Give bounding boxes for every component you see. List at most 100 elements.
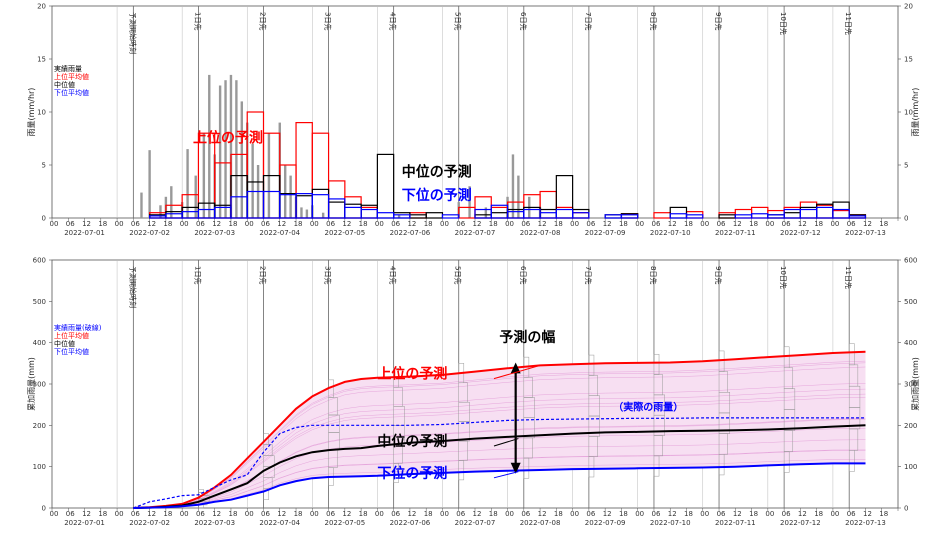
annotation-label: 上位の予測	[377, 366, 447, 383]
x-date-label: 2022-07-09	[585, 519, 626, 527]
x-hour-label: 00	[830, 510, 839, 518]
x-date-label: 2022-07-02	[129, 229, 170, 237]
x-hour-label: 00	[245, 220, 254, 228]
observed-rain-bar	[186, 149, 189, 218]
y-tick-label-right: 0	[904, 505, 908, 513]
series-line-実際の雨量	[133, 417, 866, 509]
x-hour-label: 06	[391, 510, 400, 518]
annotation-label: （実際の雨量）	[613, 400, 683, 413]
x-hour-label: 00	[375, 220, 384, 228]
x-hour-label: 00	[375, 510, 384, 518]
x-date-label: 2022-07-05	[325, 519, 366, 527]
y-tick-label-right: 0	[904, 215, 908, 223]
x-hour-label: 06	[326, 510, 335, 518]
annotation-label: 上位の予測	[193, 130, 263, 147]
ensemble-member-line	[133, 383, 866, 509]
x-hour-label: 18	[163, 220, 172, 228]
legend-entry: 上位平均値	[54, 331, 89, 340]
y-tick-label-right: 15	[904, 56, 913, 64]
x-hour-label: 06	[847, 510, 856, 518]
x-hour-label: 00	[765, 510, 774, 518]
observed-rain-bar	[289, 175, 292, 218]
x-hour-label: 18	[684, 220, 693, 228]
y-tick-label-left: 100	[33, 463, 46, 471]
x-hour-label: 12	[147, 220, 156, 228]
x-hour-label: 00	[570, 220, 579, 228]
annotation-label: 予測の幅	[499, 329, 555, 346]
x-hour-label: 12	[342, 510, 351, 518]
x-hour-label: 00	[700, 220, 709, 228]
x-hour-label: 06	[196, 220, 205, 228]
y-tick-label-right: 400	[904, 339, 917, 347]
x-hour-label: 18	[424, 220, 433, 228]
x-hour-label: 06	[652, 220, 661, 228]
x-hour-label: 06	[782, 220, 791, 228]
day-marker-label: 11日先	[844, 266, 853, 289]
observed-rain-bar	[202, 133, 206, 218]
x-hour-label: 18	[98, 220, 107, 228]
ensemble-member-line	[133, 396, 866, 509]
ensemble-member-line	[133, 366, 866, 509]
observed-rain-bar	[235, 80, 238, 218]
y-tick-label-right: 10	[904, 109, 913, 117]
x-hour-label: 18	[98, 510, 107, 518]
x-hour-label: 18	[554, 510, 563, 518]
x-hour-label: 06	[261, 510, 270, 518]
x-hour-label: 00	[245, 510, 254, 518]
x-hour-label: 06	[782, 510, 791, 518]
y-tick-label-left: 600	[33, 257, 46, 265]
x-hour-label: 12	[603, 220, 612, 228]
x-hour-label: 06	[196, 510, 205, 518]
x-date-label: 2022-07-10	[650, 519, 691, 527]
x-hour-label: 12	[82, 510, 91, 518]
observed-rain-bar	[140, 192, 143, 218]
x-date-label: 2022-07-13	[845, 519, 886, 527]
x-hour-label: 12	[538, 510, 547, 518]
x-hour-label: 18	[489, 220, 498, 228]
x-hour-label: 18	[814, 220, 823, 228]
y-tick-label-right: 300	[904, 381, 917, 389]
ensemble-histogram-bin	[198, 489, 204, 493]
day-marker-label: 9日先	[714, 266, 723, 284]
x-hour-label: 12	[668, 220, 677, 228]
observed-rain-bar	[218, 85, 222, 218]
x-date-label: 2022-07-11	[715, 229, 756, 237]
day-marker-label: 1日先	[193, 12, 202, 30]
observed-rain-bar	[305, 209, 309, 218]
legend-entry: 中位値	[54, 339, 75, 348]
x-hour-label: 18	[879, 220, 888, 228]
x-hour-label: 12	[342, 220, 351, 228]
legend-entry: 上位平均値	[54, 72, 89, 81]
x-date-label: 2022-07-03	[194, 229, 235, 237]
x-hour-label: 06	[521, 220, 530, 228]
x-hour-label: 18	[879, 510, 888, 518]
y-axis-label-right: 累加雨量(mm)	[910, 357, 920, 411]
x-hour-label: 18	[619, 220, 628, 228]
day-marker-label: 7日先	[584, 266, 593, 284]
observed-rain-bar	[208, 74, 211, 219]
x-hour-label: 18	[229, 220, 238, 228]
x-hour-label: 18	[489, 510, 498, 518]
day-marker-label: 4日先	[389, 266, 398, 284]
x-hour-label: 12	[798, 510, 807, 518]
y-tick-label-left: 0	[42, 505, 46, 513]
x-hour-label: 00	[440, 220, 449, 228]
x-date-label: 2022-07-11	[715, 519, 756, 527]
observed-rain-bar	[321, 212, 325, 218]
x-hour-label: 00	[700, 510, 709, 518]
x-hour-label: 00	[440, 510, 449, 518]
observed-rain-bar	[194, 175, 197, 218]
x-hour-label: 06	[326, 220, 335, 228]
x-hour-label: 12	[407, 510, 416, 518]
y-tick-label-right: 500	[904, 298, 917, 306]
x-hour-label: 06	[847, 220, 856, 228]
annotation-label: 中位の予測	[377, 433, 447, 450]
x-hour-label: 18	[294, 510, 303, 518]
forecast-bar-下位の予測	[620, 214, 639, 219]
x-hour-label: 18	[619, 510, 628, 518]
ensemble-histogram-bin	[718, 350, 725, 372]
x-date-label: 2022-07-06	[390, 519, 431, 527]
x-date-label: 2022-07-04	[259, 519, 300, 527]
legend-entry: 下位平均値	[54, 88, 89, 97]
x-hour-label: 12	[212, 510, 221, 518]
